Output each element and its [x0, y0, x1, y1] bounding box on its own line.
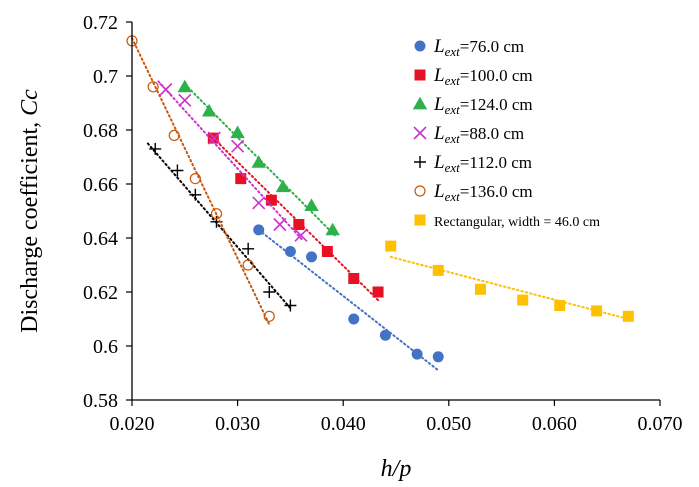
data-point: [147, 81, 159, 93]
axes: 0.020 0.030 0.040 0.050 0.060 0.070 0.58 0.6 0.6…: [17, 12, 683, 482]
data-point: [171, 164, 184, 177]
data-point: [306, 251, 318, 263]
legend-marker: [413, 126, 427, 140]
data-point: [149, 142, 162, 155]
legend-marker: [414, 69, 426, 81]
data-point: [263, 310, 275, 322]
data-point: [273, 217, 287, 232]
data-point: [230, 125, 245, 139]
data-point: [591, 305, 603, 317]
y-tick-label: 0.7: [93, 66, 118, 88]
plot-area: [126, 35, 634, 372]
data-point: [242, 242, 255, 255]
trendline: [131, 37, 271, 326]
series-0: [253, 224, 444, 372]
series-5: [126, 35, 275, 326]
data-point: [275, 179, 291, 193]
legend-marker: [414, 156, 426, 168]
data-point: [207, 131, 221, 145]
legend-entry: Lext=136.0 cm: [414, 181, 533, 204]
data-point: [304, 198, 319, 211]
data-point: [325, 222, 340, 236]
data-point: [242, 259, 254, 271]
data-point: [159, 82, 173, 97]
y-tick-label: 0.58: [83, 390, 118, 412]
x-tick-label: 0.060: [532, 413, 577, 435]
legend-entry: Lext=88.0 cm: [413, 123, 524, 146]
x-tick-label: 0.030: [215, 413, 260, 435]
data-point: [432, 351, 444, 363]
data-point: [284, 299, 297, 312]
data-point: [294, 228, 308, 242]
data-point: [251, 155, 266, 168]
data-point: [554, 300, 566, 311]
x-tick-label: 0.050: [426, 413, 471, 435]
data-point: [252, 196, 266, 210]
legend-label: Lext=88.0 cm: [433, 123, 524, 146]
x-tick-label: 0.040: [321, 413, 366, 435]
data-point: [411, 348, 423, 360]
data-point: [189, 173, 201, 185]
data-point: [201, 103, 217, 117]
legend-label: Lext=100.0 cm: [433, 65, 533, 88]
legend-entry: Rectangular, width = 46.0 cm: [414, 214, 600, 230]
data-point: [263, 286, 276, 298]
legend-entry: Lext=100.0 cm: [414, 65, 533, 88]
x-tick-label: 0.020: [110, 413, 155, 435]
data-point: [474, 283, 486, 295]
data-point: [348, 273, 360, 284]
x-tick-label: 0.070: [638, 413, 683, 435]
data-point: [321, 246, 333, 257]
x-axis-title: h/p: [381, 456, 412, 482]
legend-marker: [414, 214, 426, 226]
y-tick-label: 0.62: [83, 282, 118, 304]
series-6: [385, 240, 634, 322]
data-point: [372, 286, 384, 298]
legend-entry: Lext=124.0 cm: [412, 94, 533, 117]
data-point: [178, 93, 192, 107]
data-point: [284, 246, 296, 257]
series-3: [157, 80, 308, 242]
y-tick-label: 0.64: [83, 228, 118, 250]
legend-marker: [414, 185, 426, 197]
data-point: [348, 313, 360, 325]
data-point: [432, 264, 444, 276]
data-point: [622, 310, 634, 322]
data-point: [235, 173, 247, 185]
trendline: [389, 255, 630, 320]
data-point: [168, 129, 180, 141]
data-point: [385, 240, 397, 252]
y-axis-title: Discharge coefficient, Cc: [17, 89, 43, 333]
y-tick-label: 0.68: [83, 120, 118, 142]
series-2: [177, 79, 340, 237]
legend-label: Lext=76.0 cm: [433, 36, 524, 59]
legend-label: Rectangular, width = 46.0 cm: [434, 215, 600, 230]
y-tick-label: 0.72: [83, 12, 118, 34]
y-tick-label: 0.6: [93, 336, 118, 358]
data-point: [517, 294, 529, 306]
series-4: [146, 142, 297, 312]
legend-marker: [414, 40, 426, 52]
legend-marker: [412, 96, 428, 110]
data-point: [379, 329, 391, 341]
data-point: [177, 79, 192, 93]
data-point: [265, 194, 277, 206]
data-point: [189, 188, 202, 201]
legend: Lext=76.0 cm Lext=100.0 cm Lext=124.0 cm Le…: [412, 36, 600, 230]
data-point: [293, 219, 305, 230]
y-tick-label: 0.66: [83, 174, 118, 196]
legend-label: Lext=112.0 cm: [433, 152, 532, 175]
legend-label: Lext=136.0 cm: [433, 181, 533, 204]
data-point: [231, 139, 245, 153]
legend-label: Lext=124.0 cm: [433, 94, 533, 117]
legend-entry: Lext=76.0 cm: [414, 36, 524, 59]
data-point: [210, 208, 223, 220]
trendline: [157, 80, 305, 242]
legend-entry: Lext=112.0 cm: [414, 152, 532, 175]
data-point: [253, 224, 265, 236]
